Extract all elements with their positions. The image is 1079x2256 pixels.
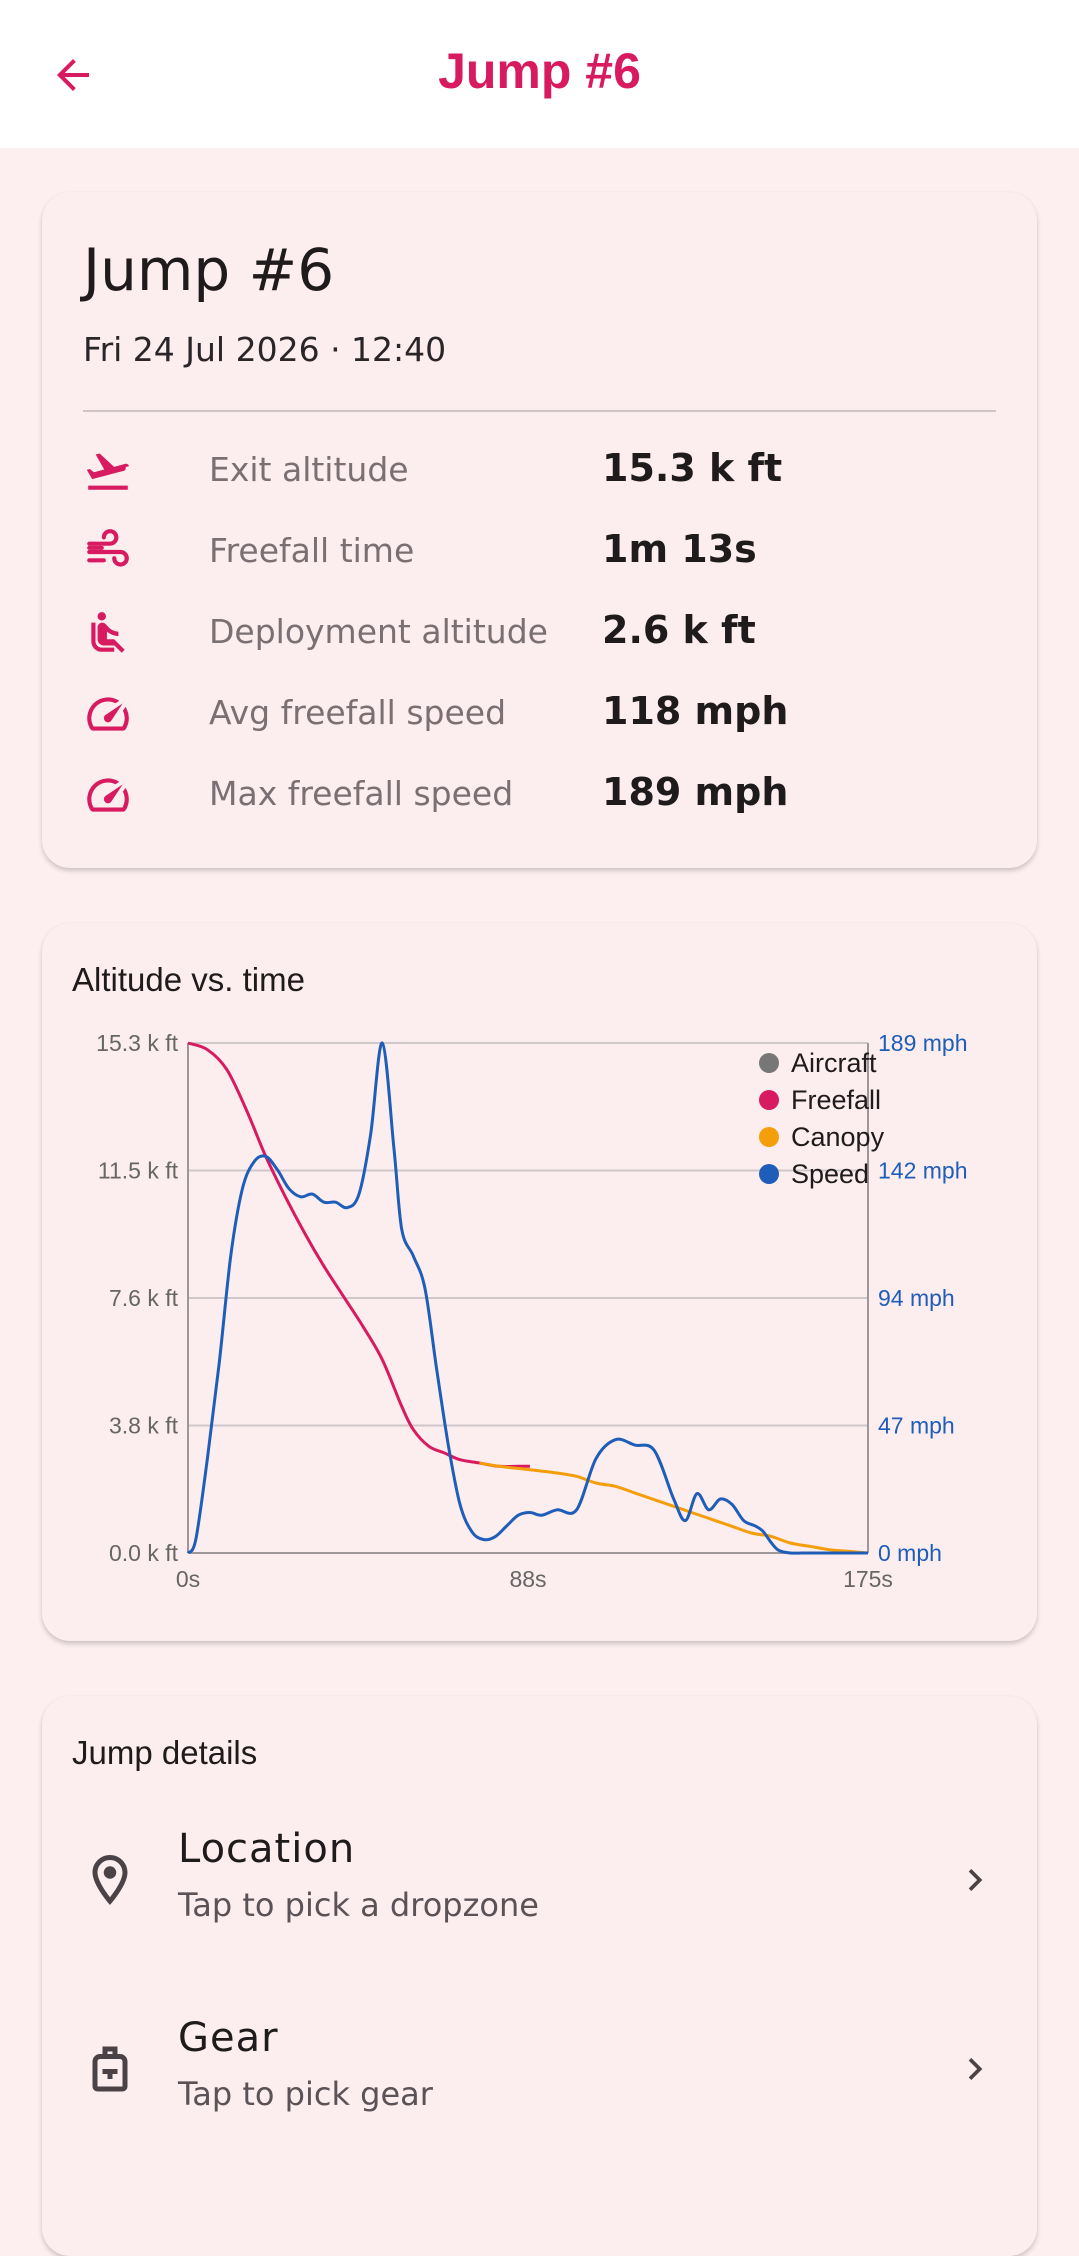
series-line-canopy bbox=[479, 1461, 869, 1555]
gear-bag-icon bbox=[92, 2046, 128, 2092]
stat-label: Avg freefall speed bbox=[209, 693, 507, 732]
arrow-back-icon bbox=[57, 59, 89, 91]
legend-label: Speed bbox=[791, 1159, 869, 1189]
jump-title: Jump #6 bbox=[83, 236, 335, 304]
legend-label: Freefall bbox=[791, 1085, 881, 1115]
gear-item[interactable]: Gear Tap to pick gear bbox=[42, 1995, 1037, 2145]
y-right-tick-label: 0 mph bbox=[878, 1540, 942, 1566]
legend-marker bbox=[759, 1053, 779, 1073]
plane-takeoff-icon bbox=[86, 453, 129, 490]
jump-summary-card: Jump #6 Fri 24 Jul 2026 · 12:40 Exit alt… bbox=[42, 192, 1037, 868]
stat-value: 189 mph bbox=[602, 770, 789, 814]
y-left-tick-label: 15.3 k ft bbox=[96, 1030, 178, 1056]
gear-subtitle: Tap to pick gear bbox=[178, 2075, 433, 2113]
seat-icon bbox=[91, 612, 125, 653]
legend-marker bbox=[759, 1090, 779, 1110]
stat-label: Freefall time bbox=[209, 531, 415, 570]
x-tick-label: 175s bbox=[843, 1566, 893, 1592]
stat-row-exit-altitude: Exit altitude 15.3 k ft bbox=[83, 440, 996, 500]
location-pin-icon bbox=[92, 1855, 128, 1905]
gear-title: Gear bbox=[178, 2015, 279, 2061]
y-left-tick-label: 11.5 k ft bbox=[98, 1158, 179, 1184]
series-line-freefall bbox=[187, 1041, 530, 1469]
stat-row-avg-speed: Avg freefall speed 118 mph bbox=[83, 683, 996, 743]
divider bbox=[83, 410, 996, 412]
y-right-tick-label: 94 mph bbox=[878, 1285, 955, 1311]
stat-value: 1m 13s bbox=[602, 527, 757, 571]
details-title: Jump details bbox=[72, 1734, 258, 1771]
chart-title: Altitude vs. time bbox=[72, 961, 305, 998]
x-tick-label: 88s bbox=[509, 1566, 546, 1592]
jump-date: Fri 24 Jul 2026 · 12:40 bbox=[83, 330, 447, 369]
stat-row-freefall-time: Freefall time 1m 13s bbox=[83, 521, 996, 581]
legend-marker bbox=[759, 1164, 779, 1184]
location-item[interactable]: Location Tap to pick a dropzone bbox=[42, 1806, 1037, 1956]
location-title: Location bbox=[178, 1826, 356, 1872]
y-left-tick-label: 7.6 k ft bbox=[109, 1285, 179, 1311]
app-bar: Jump #6 bbox=[0, 0, 1079, 148]
location-subtitle: Tap to pick a dropzone bbox=[178, 1886, 539, 1924]
altitude-chart: 0.0 k ft 0 mph 3.8 k ft 47 mph 7.6 k ft 94 mp… bbox=[96, 1030, 968, 1592]
y-right-tick-label: 189 mph bbox=[878, 1030, 968, 1056]
stat-value: 118 mph bbox=[602, 689, 789, 733]
chevron-right-icon bbox=[968, 1869, 983, 1891]
chevron-right-icon bbox=[968, 2058, 983, 2080]
series-line-speed bbox=[186, 1041, 868, 1555]
speedometer-icon bbox=[87, 697, 129, 731]
y-right-tick-label: 142 mph bbox=[878, 1158, 968, 1184]
stat-row-deployment-altitude: Deployment altitude 2.6 k ft bbox=[83, 602, 996, 662]
wind-icon bbox=[87, 529, 129, 567]
legend-label: Aircraft bbox=[791, 1048, 877, 1078]
jump-details-card: Jump details Location Tap to pick a drop… bbox=[42, 1696, 1037, 2256]
legend-label: Canopy bbox=[791, 1122, 885, 1152]
y-left-tick-label: 0.0 k ft bbox=[109, 1540, 179, 1566]
x-tick-label: 0s bbox=[176, 1566, 200, 1592]
stat-label: Exit altitude bbox=[209, 450, 409, 489]
stat-row-max-speed: Max freefall speed 189 mph bbox=[83, 764, 996, 824]
page-title: Jump #6 bbox=[438, 43, 641, 99]
stat-label: Deployment altitude bbox=[209, 612, 548, 651]
altitude-chart-card: Altitude vs. time 0.0 k ft 0 mph 3.8 k ft 4… bbox=[42, 923, 1037, 1641]
back-button[interactable] bbox=[38, 40, 108, 110]
stat-value: 2.6 k ft bbox=[602, 608, 756, 652]
y-right-tick-label: 47 mph bbox=[878, 1413, 955, 1439]
stat-value: 15.3 k ft bbox=[602, 446, 783, 490]
stat-label: Max freefall speed bbox=[209, 774, 514, 813]
speedometer-icon bbox=[87, 778, 129, 812]
legend-marker bbox=[759, 1127, 779, 1147]
y-left-tick-label: 3.8 k ft bbox=[109, 1413, 179, 1439]
